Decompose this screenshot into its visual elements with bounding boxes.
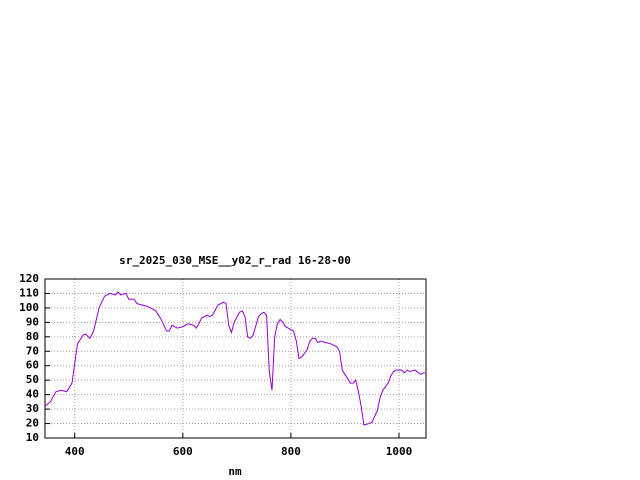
y-tick-label: 90 [26, 315, 39, 328]
y-tick-label: 20 [26, 417, 39, 430]
y-tick-label: 110 [19, 286, 39, 299]
y-tick-label: 70 [26, 344, 39, 357]
y-tick-label: 30 [26, 402, 39, 415]
y-tick-label: 40 [26, 388, 39, 401]
x-tick-label: 800 [281, 445, 301, 458]
x-axis-label: nm [228, 465, 242, 478]
x-tick-label: 1000 [386, 445, 413, 458]
y-tick-label: 120 [19, 272, 39, 285]
data-line [44, 291, 425, 426]
y-tick-label: 60 [26, 359, 39, 372]
y-tick-label: 100 [19, 301, 39, 314]
x-tick-label: 600 [173, 445, 193, 458]
chart-title: sr_2025_030_MSE__y02_r_rad 16-28-00 [119, 254, 351, 267]
x-tick-label: 400 [65, 445, 85, 458]
y-tick-label: 10 [26, 431, 39, 444]
y-tick-label: 50 [26, 373, 39, 386]
plot-frame [44, 278, 427, 439]
y-tick-label: 80 [26, 330, 39, 343]
